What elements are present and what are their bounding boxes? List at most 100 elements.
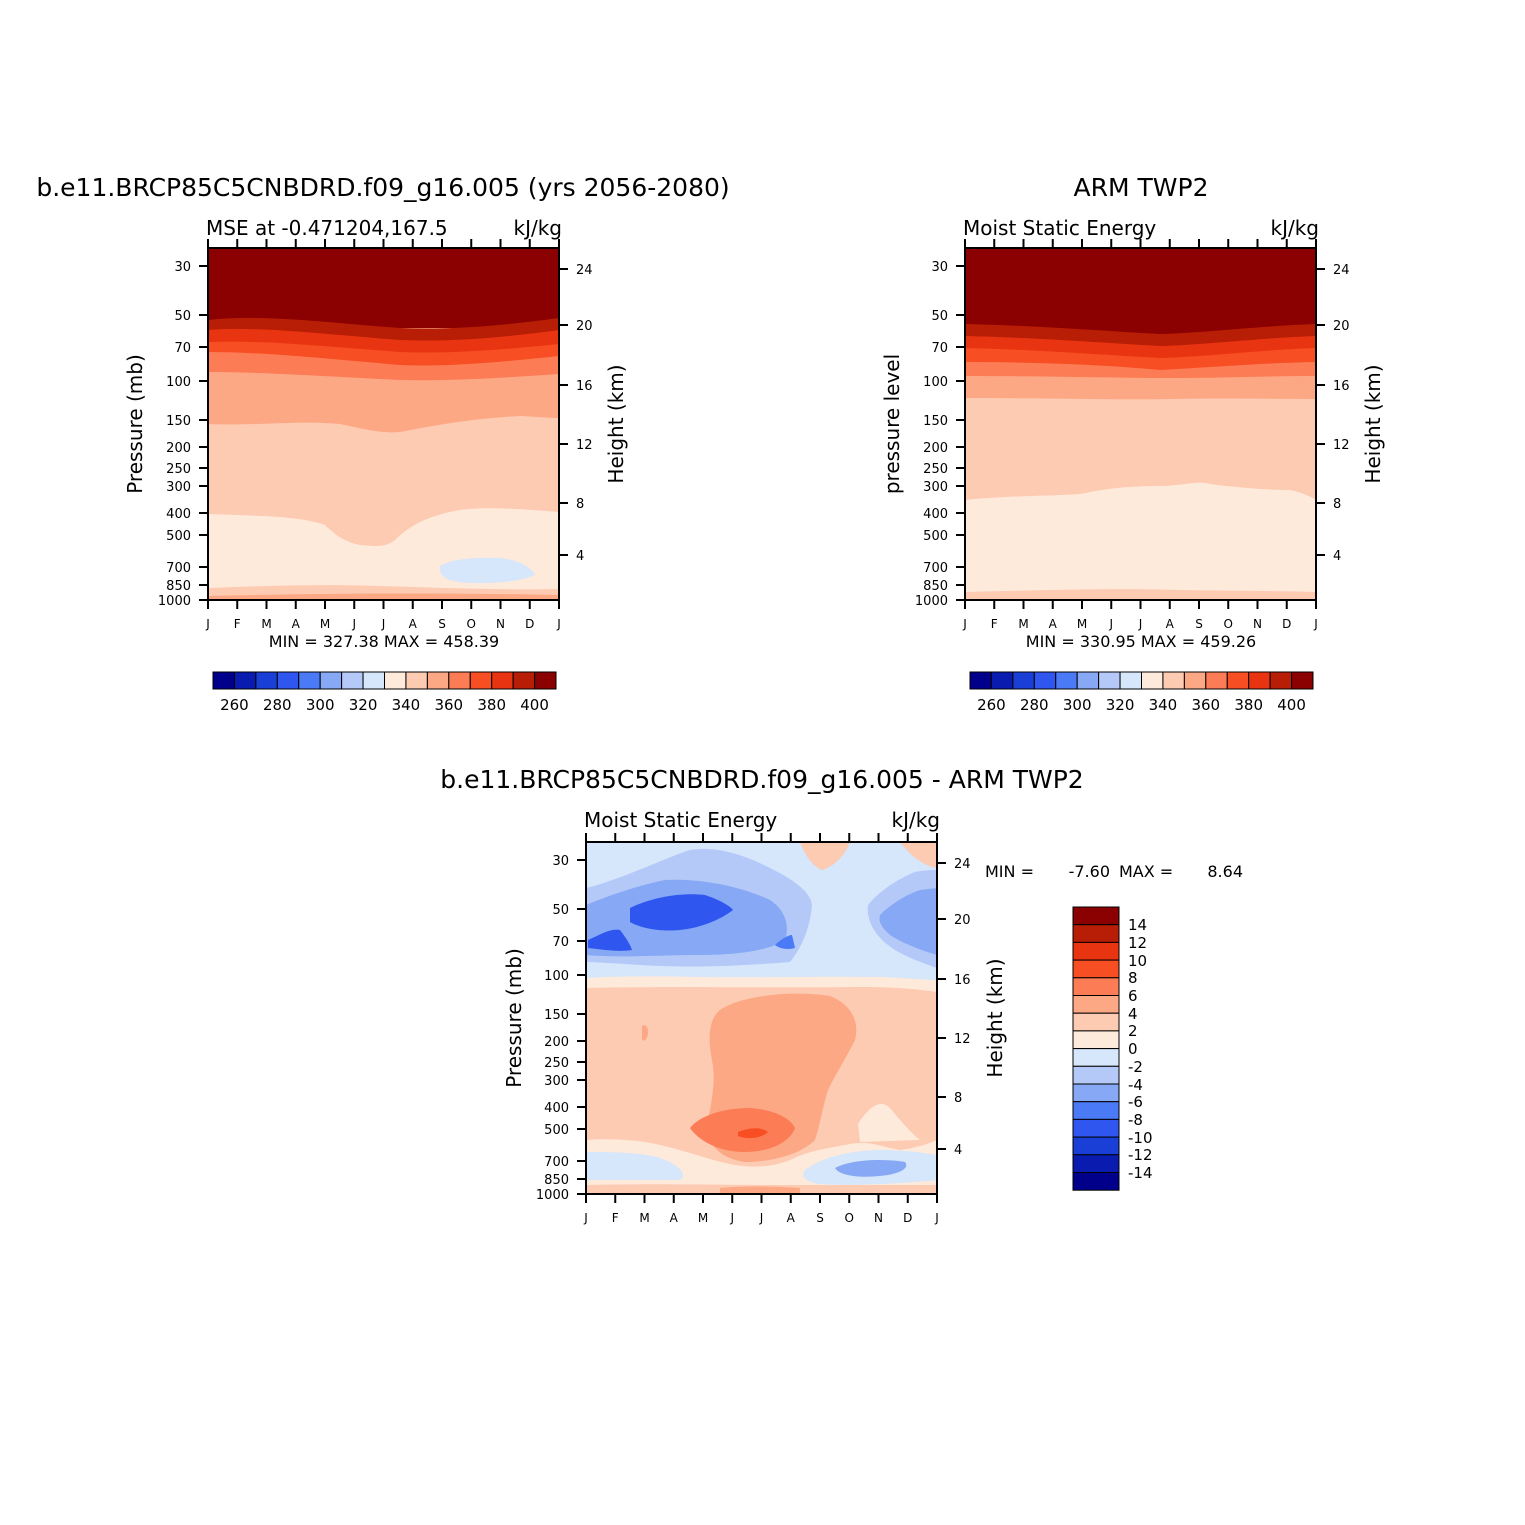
panel-diff-height-tick-label: 8 — [954, 1091, 962, 1106]
panel-obs-colorbar-label: 360 — [1191, 696, 1220, 714]
panel-obs-y-tick-label: 1000 — [915, 594, 948, 609]
panel-obs-x-tick-label: A — [1166, 617, 1175, 631]
panel-diff-x-tick-label: J — [934, 1211, 939, 1225]
panel-diff-y-tick-label: 250 — [544, 1056, 569, 1071]
panel-obs-y-tick-label: 500 — [923, 529, 948, 544]
panel-diff-x-tick-label: J — [583, 1211, 588, 1225]
panel-diff-colorbar-label: 4 — [1128, 1005, 1138, 1023]
panel-obs-left-title: Moist Static Energy — [963, 216, 1156, 240]
panel-diff-y-tick-label: 100 — [544, 969, 569, 984]
panel-model-x-tick-label: A — [409, 617, 418, 631]
panel-obs-colorbar-label: 380 — [1234, 696, 1263, 714]
panel-obs-x-tick-label: J — [1138, 617, 1143, 631]
panel-obs-colorbar — [969, 671, 1314, 690]
panel-diff-colorbar-label: -14 — [1128, 1164, 1153, 1182]
panel-diff-max-label: MAX = — [1119, 862, 1173, 881]
panel-model-y-tick-label: 850 — [166, 579, 191, 594]
panel-diff-x-tick-label: F — [612, 1211, 619, 1225]
panel-model-x-tick-label: S — [438, 617, 446, 631]
panel-diff-y-tick-label: 300 — [544, 1074, 569, 1089]
panel-model-y-tick-label: 400 — [166, 507, 191, 522]
panel-obs-height-tick-label: 4 — [1333, 549, 1341, 564]
panel-model-y-tick-label: 200 — [166, 441, 191, 456]
panel-diff-units: kJ/kg — [892, 808, 941, 832]
panel-obs-y-tick-label: 30 — [931, 260, 948, 275]
panel-diff-colorbar-label: 0 — [1128, 1040, 1138, 1058]
panel-obs-x-tick-label: J — [1313, 617, 1318, 631]
panel-model-y-tick-label: 300 — [166, 480, 191, 495]
panel-obs-x-tick-label: A — [1049, 617, 1058, 631]
panel-diff-x-tick-label: M — [639, 1211, 649, 1225]
panel-diff-x-tick-label: O — [845, 1211, 854, 1225]
panel-diff-x-tick-label: A — [670, 1211, 679, 1225]
panel-obs: ARM TWP2 Moist Static Energy kJ/kg J F M — [880, 173, 1385, 714]
panel-obs-colorbar-label: 320 — [1106, 696, 1135, 714]
panel-obs-y-tick-label: 850 — [923, 579, 948, 594]
panel-diff-colorbar-label: -8 — [1128, 1111, 1143, 1129]
panel-obs-x-tick-label: O — [1224, 617, 1233, 631]
panel-model-colorbar — [212, 671, 557, 690]
panel-diff-colorbar-label: 8 — [1128, 969, 1138, 987]
panel-model-x-tick-label: J — [556, 617, 561, 631]
panel-model-colorbar-label: 360 — [434, 696, 463, 714]
panel-obs-min-max: MIN = 330.95 MAX = 459.26 — [1026, 632, 1256, 651]
panel-diff-colorbar-label: -6 — [1128, 1093, 1143, 1111]
panel-model-x-tick-label: N — [496, 617, 505, 631]
panel-model-min-max: MIN = 327.38 MAX = 458.39 — [269, 632, 499, 651]
panel-obs-contours — [965, 248, 1316, 600]
panel-diff-y-tick-label: 50 — [552, 903, 569, 918]
panel-diff-height-tick-label: 24 — [954, 857, 971, 872]
panel-obs-x-tick-label: S — [1195, 617, 1203, 631]
panel-obs-height-tick-label: 24 — [1333, 263, 1350, 278]
panel-model-height-tick-label: 8 — [576, 497, 584, 512]
panel-obs-colorbar-label: 280 — [1020, 696, 1049, 714]
panel-model-height-tick-label: 16 — [576, 379, 593, 394]
panel-obs-x-tick-label: J — [1108, 617, 1113, 631]
panel-obs-x-tick-label: N — [1253, 617, 1262, 631]
panel-obs-main-title: ARM TWP2 — [1074, 173, 1209, 202]
panel-diff-height-tick-label: 16 — [954, 973, 971, 988]
panel-diff-colorbar-label: -4 — [1128, 1076, 1143, 1094]
panel-obs-x-tick-label: M — [1077, 617, 1087, 631]
panel-model-x-tick-label: F — [234, 617, 241, 631]
panel-diff-left-title: Moist Static Energy — [584, 808, 777, 832]
panel-model-colorbar-label: 260 — [220, 696, 249, 714]
panel-obs-height-tick-label: 8 — [1333, 497, 1341, 512]
panel-diff-x-tick-label: D — [903, 1211, 912, 1225]
panel-diff-y-tick-label: 150 — [544, 1008, 569, 1023]
panel-obs-y-tick-label: 700 — [923, 561, 948, 576]
panel-obs-colorbar-label: 340 — [1149, 696, 1178, 714]
panel-diff-colorbar — [1072, 906, 1120, 1191]
panel-diff-height-tick-label: 4 — [954, 1143, 962, 1158]
panel-obs-x-tick-label: F — [991, 617, 998, 631]
panel-diff-y-tick-label: 500 — [544, 1123, 569, 1138]
panel-model-colorbar-label: 340 — [392, 696, 421, 714]
panel-obs-x-tick-label: M — [1018, 617, 1028, 631]
panel-diff-min-label: MIN = — [985, 862, 1034, 881]
panel-diff-y-tick-label: 30 — [552, 854, 569, 869]
panel-model-main-title: b.e11.BRCP85C5CNBDRD.f09_g16.005 (yrs 20… — [36, 173, 729, 202]
panel-obs-x-tick-label: D — [1282, 617, 1291, 631]
panel-diff-x-tick-label: J — [729, 1211, 734, 1225]
panel-obs-y-tick-label: 200 — [923, 441, 948, 456]
panel-obs-y-tick-label: 70 — [931, 341, 948, 356]
panel-diff-colorbar-label: -12 — [1128, 1146, 1153, 1164]
panel-model-colorbar-label: 320 — [349, 696, 378, 714]
panel-diff-colorbar-label: 6 — [1128, 987, 1138, 1005]
panel-obs-units: kJ/kg — [1271, 216, 1320, 240]
panel-diff-colorbar-label: 10 — [1128, 952, 1147, 970]
panel-model-height-tick-label: 4 — [576, 549, 584, 564]
panel-model-colorbar-label: 400 — [520, 696, 549, 714]
panel-obs-colorbar-label: 400 — [1277, 696, 1306, 714]
panel-model-colorbar-label: 380 — [477, 696, 506, 714]
panel-diff-y-tick-label: 70 — [552, 935, 569, 950]
panel-model-height-tick-label: 24 — [576, 263, 593, 278]
panel-model-x-tick-label: M — [320, 617, 330, 631]
panel-model-height-tick-label: 12 — [576, 438, 593, 453]
panel-diff-max-value: 8.64 — [1207, 862, 1243, 881]
panel-diff-colorbar-label: 14 — [1128, 916, 1147, 934]
panel-obs-colorbar-label: 260 — [977, 696, 1006, 714]
panel-model-height-tick-label: 20 — [576, 319, 593, 334]
